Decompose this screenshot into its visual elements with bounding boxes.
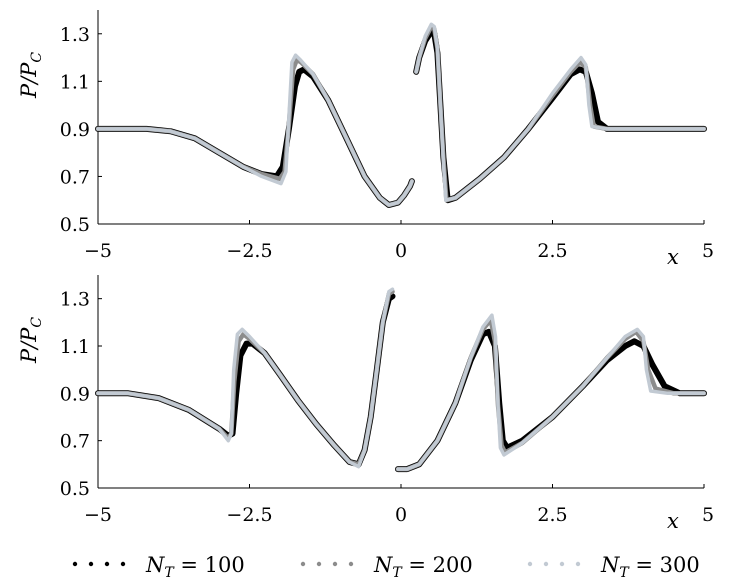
series-200 — [95, 24, 707, 208]
legend-item: NT = 100 — [72, 553, 245, 581]
series-line — [414, 22, 706, 202]
series-line — [95, 293, 396, 468]
y-tick-label: 0.7 — [60, 166, 90, 188]
series-line — [413, 24, 707, 203]
y-axis-label: P/PC — [17, 317, 45, 364]
legend-label: NT = 200 — [373, 553, 473, 581]
legend-marker — [332, 561, 338, 567]
series-line — [96, 287, 395, 469]
legend: NT = 100 NT = 200 NT = 300 — [72, 553, 700, 581]
x-tick-label: −5 — [84, 504, 112, 526]
x-axis-label: x — [667, 245, 679, 269]
series-300 — [96, 287, 706, 471]
legend-marker — [316, 561, 322, 567]
y-tick-label: 0.5 — [60, 214, 90, 236]
legend-item: NT = 300 — [527, 553, 700, 581]
series-line — [95, 57, 415, 208]
legend-marker — [300, 561, 306, 567]
legend-label: NT = 100 — [145, 553, 245, 581]
series-line — [95, 289, 395, 467]
legend-marker — [120, 561, 126, 567]
y-tick-label: 1.3 — [60, 24, 90, 46]
x-tick-label: −5 — [84, 240, 112, 262]
y-tick-label: 1.3 — [60, 289, 90, 311]
y-axis-label: P/PC — [17, 52, 45, 99]
x-tick-label: 2.5 — [537, 504, 567, 526]
series-100 — [95, 28, 707, 208]
legend-marker — [527, 561, 533, 567]
legend-marker — [575, 561, 581, 567]
legend-marker — [88, 561, 94, 567]
x-tick-label: 5 — [702, 504, 714, 526]
series-300 — [96, 22, 706, 207]
legend-label: NT = 300 — [600, 553, 700, 581]
x-tick-label: −2.5 — [226, 504, 272, 526]
y-tick-label: 1.1 — [60, 336, 90, 358]
legend-marker — [543, 561, 549, 567]
x-tick-label: −2.5 — [226, 240, 272, 262]
series-line — [96, 53, 414, 207]
x-tick-label: 2.5 — [537, 240, 567, 262]
series-line — [95, 66, 415, 208]
top-panel: −5 −2.5 0 2.5 5 0.5 0.7 0.9 1.1 1.3 x P/PC — [17, 10, 714, 269]
series-line — [413, 28, 707, 204]
series-200 — [95, 289, 707, 472]
x-tick-label: 0 — [395, 240, 407, 262]
legend-marker — [348, 561, 354, 567]
x-tick-label: 0 — [395, 504, 407, 526]
series-line — [395, 328, 707, 473]
series-line — [395, 317, 707, 472]
legend-item: NT = 200 — [300, 553, 473, 581]
legend-marker — [72, 561, 78, 567]
legend-marker — [559, 561, 565, 567]
y-tick-label: 0.5 — [60, 478, 90, 500]
y-tick-label: 1.1 — [60, 71, 90, 93]
legend-marker — [104, 561, 110, 567]
y-tick-label: 0.7 — [60, 431, 90, 453]
x-axis-label: x — [667, 509, 679, 533]
y-tick-label: 0.9 — [60, 119, 90, 141]
x-tick-label: 5 — [702, 240, 714, 262]
bottom-panel: −5 −2.5 0 2.5 5 0.5 0.7 0.9 1.1 1.3 x P/PC — [17, 275, 714, 533]
series-100 — [95, 293, 707, 473]
series-line — [396, 313, 706, 471]
y-tick-label: 0.9 — [60, 383, 90, 405]
